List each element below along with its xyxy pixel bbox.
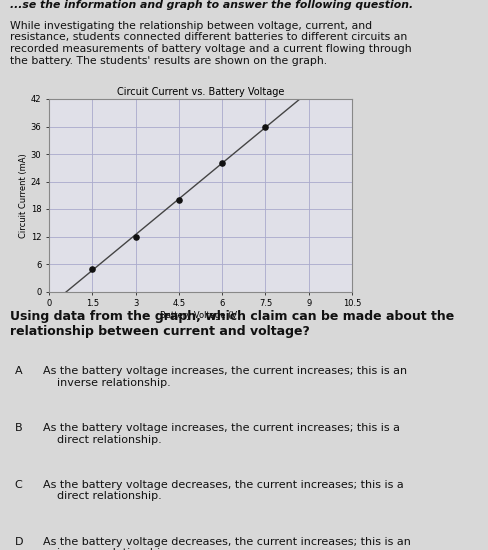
Text: As the battery voltage decreases, the current increases; this is a
    direct re: As the battery voltage decreases, the cu…: [42, 480, 403, 502]
Point: [88, 264, 96, 273]
Point: [261, 122, 269, 131]
Text: As the battery voltage decreases, the current increases; this is an
    inverse : As the battery voltage decreases, the cu…: [42, 537, 410, 550]
Text: C: C: [15, 480, 22, 490]
Point: [131, 232, 139, 241]
Text: As the battery voltage increases, the current increases; this is a
    direct re: As the battery voltage increases, the cu…: [42, 423, 399, 444]
Text: Using data from the graph, which claim can be made about the
relationship betwee: Using data from the graph, which claim c…: [10, 310, 453, 338]
Text: As the battery voltage increases, the current increases; this is an
    inverse : As the battery voltage increases, the cu…: [42, 366, 406, 388]
Text: ...se the information and graph to answer the following question.: ...se the information and graph to answe…: [10, 0, 412, 10]
Point: [175, 195, 183, 204]
Text: A: A: [15, 366, 22, 376]
X-axis label: Battery Voltage (V): Battery Voltage (V): [160, 311, 240, 320]
Title: Circuit Current vs. Battery Voltage: Circuit Current vs. Battery Voltage: [117, 87, 284, 97]
Point: [218, 159, 225, 168]
Text: B: B: [15, 423, 22, 433]
Y-axis label: Circuit Current (mA): Circuit Current (mA): [19, 153, 28, 238]
Text: D: D: [15, 537, 23, 547]
Text: While investigating the relationship between voltage, current, and
resistance, s: While investigating the relationship bet…: [10, 21, 410, 65]
